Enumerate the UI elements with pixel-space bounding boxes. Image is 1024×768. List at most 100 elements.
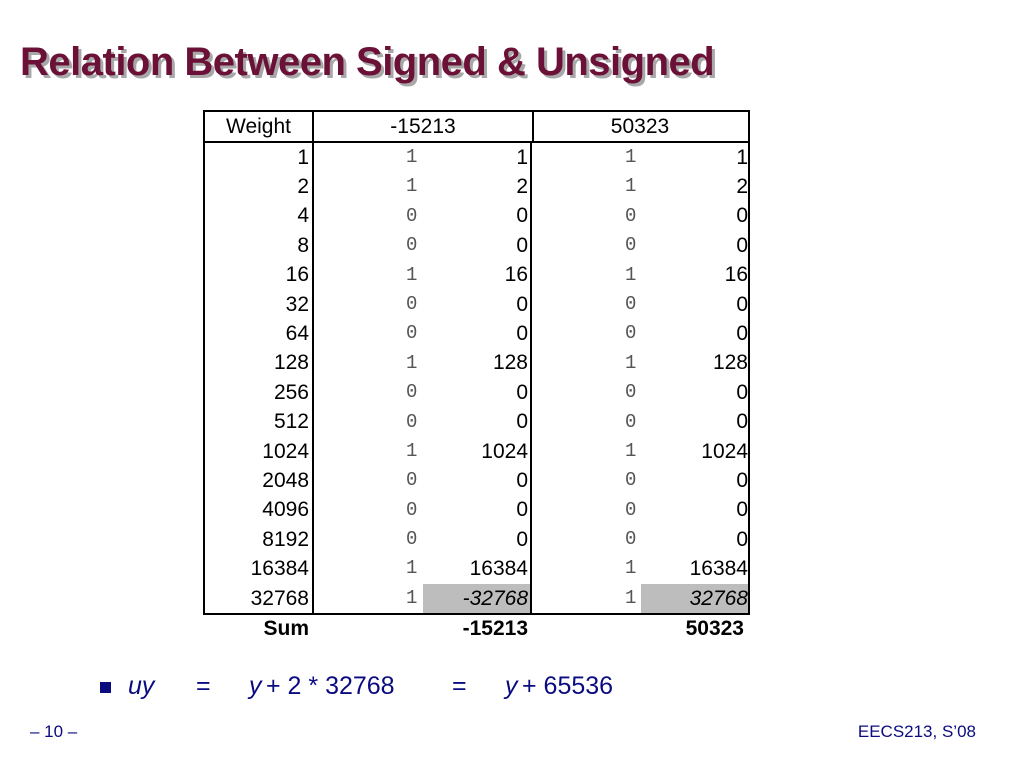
value-cell: 0 [423, 495, 532, 526]
table-row: 32 0 0 0 0 [205, 289, 748, 320]
page-number: – 10 – [30, 722, 78, 741]
weight-cell: 4 [205, 201, 314, 232]
weight-cell: 256 [205, 378, 314, 408]
weight-cell: 4096 [205, 495, 314, 526]
weight-cell: 1 [205, 143, 314, 173]
value-cell: 0 [423, 201, 532, 232]
value-cell: 16384 [689, 557, 748, 581]
value-cell: 0 [736, 468, 748, 492]
weight-cell: 32 [205, 289, 314, 320]
value-cell: 0 [423, 525, 532, 555]
bit-cell: 0 [406, 381, 418, 404]
bit-cell: 0 [406, 322, 418, 345]
weight-cell: 128 [205, 348, 314, 379]
sum-cell: -15213 [462, 617, 528, 640]
table-row: 2048 0 0 0 0 [205, 466, 748, 496]
table-header: Weight -15213 50323 [205, 112, 748, 143]
weight-cell: 64 [205, 319, 314, 349]
value-cell: 1 [423, 143, 532, 173]
bit-cell: 1 [625, 557, 637, 580]
table-row: 1024 1 1024 1 1024 [205, 436, 748, 467]
value-cell: 32768 [641, 583, 748, 614]
formula-part: + 2 * 32768 [266, 672, 395, 700]
value-cell: 0 [736, 527, 748, 551]
bit-cell: 1 [625, 263, 637, 286]
bit-cell: 1 [406, 557, 418, 580]
bit-cell: 0 [625, 292, 637, 315]
bit-cell: 0 [625, 204, 637, 227]
value-cell: 0 [736, 380, 748, 404]
value-cell: 0 [736, 292, 748, 316]
table-row: 512 0 0 0 0 [205, 407, 748, 437]
weight-cell: 512 [205, 407, 314, 437]
value-cell: 0 [736, 498, 748, 522]
bit-cell: 0 [625, 498, 637, 521]
bit-cell: 0 [625, 469, 637, 492]
value-cell: 0 [736, 233, 748, 257]
bit-cell: 1 [406, 351, 418, 374]
bit-cell: 0 [625, 381, 637, 404]
table-row: 32768 1 -32768 1 32768 [205, 583, 748, 614]
value-cell: 1024 [423, 436, 532, 467]
value-cell: 0 [736, 410, 748, 434]
bit-cell: 1 [406, 146, 418, 168]
value-cell: 0 [423, 466, 532, 496]
bit-cell: 1 [406, 439, 418, 462]
formula-part: y [249, 672, 262, 700]
value-cell: 1 [736, 145, 748, 169]
bit-cell: 1 [625, 175, 637, 198]
weight-cell: 8 [205, 231, 314, 261]
table-row: 256 0 0 0 0 [205, 378, 748, 408]
bit-cell: 1 [625, 439, 637, 462]
value-cell: 128 [712, 351, 748, 375]
bit-cell: 0 [406, 292, 418, 315]
table-row: 16384 1 16384 1 16384 [205, 554, 748, 584]
formula-part: + 65536 [522, 672, 614, 700]
table-row: 128 1 128 1 128 [205, 348, 748, 379]
value-cell: 16384 [423, 554, 532, 584]
value-cell: 0 [736, 322, 748, 346]
table-row: 4096 0 0 0 0 [205, 495, 748, 526]
value-cell: 0 [736, 204, 748, 228]
bit-cell: 0 [406, 498, 418, 521]
value-cell: 16 [423, 260, 532, 290]
table-row: 64 0 0 0 0 [205, 319, 748, 349]
value-cell: 1024 [701, 439, 748, 463]
bullet-marker [100, 682, 111, 693]
value-cell: -32768 [423, 583, 532, 614]
sum-row: Sum -15213 50323 [203, 614, 750, 644]
weight-cell: 32768 [205, 583, 314, 614]
bit-cell: 0 [625, 410, 637, 433]
table-row: 8192 0 0 0 0 [205, 525, 748, 555]
weight-cell: 16384 [205, 554, 314, 584]
value-cell: 0 [423, 319, 532, 349]
bit-cell: 0 [625, 528, 637, 551]
value-cell: 128 [423, 348, 532, 379]
formula-part: = [452, 672, 467, 700]
bit-cell: 0 [406, 469, 418, 492]
course-label: EECS213, S’08 [857, 722, 976, 741]
bit-cell: 1 [406, 263, 418, 286]
value-cell: 0 [423, 407, 532, 437]
formula-part: uy [128, 672, 155, 700]
table-row: 16 1 16 1 16 [205, 260, 748, 290]
value-cell: 0 [423, 231, 532, 261]
bit-cell: 0 [625, 234, 637, 257]
sum-label: Sum [263, 617, 309, 640]
bit-cell: 0 [406, 234, 418, 257]
bit-cell: 1 [406, 586, 418, 609]
bit-cell: 0 [406, 410, 418, 433]
bit-cell: 1 [625, 146, 637, 168]
bit-cell: 1 [625, 351, 637, 374]
bit-cell: 0 [406, 528, 418, 551]
slide-title: Relation Between Signed & Unsigned [20, 40, 715, 84]
weight-cell: 2048 [205, 466, 314, 496]
formula-part: = [196, 672, 211, 700]
weight-cell: 2 [205, 172, 314, 202]
sum-cell: 50323 [685, 617, 744, 640]
bit-cell: 0 [406, 204, 418, 227]
